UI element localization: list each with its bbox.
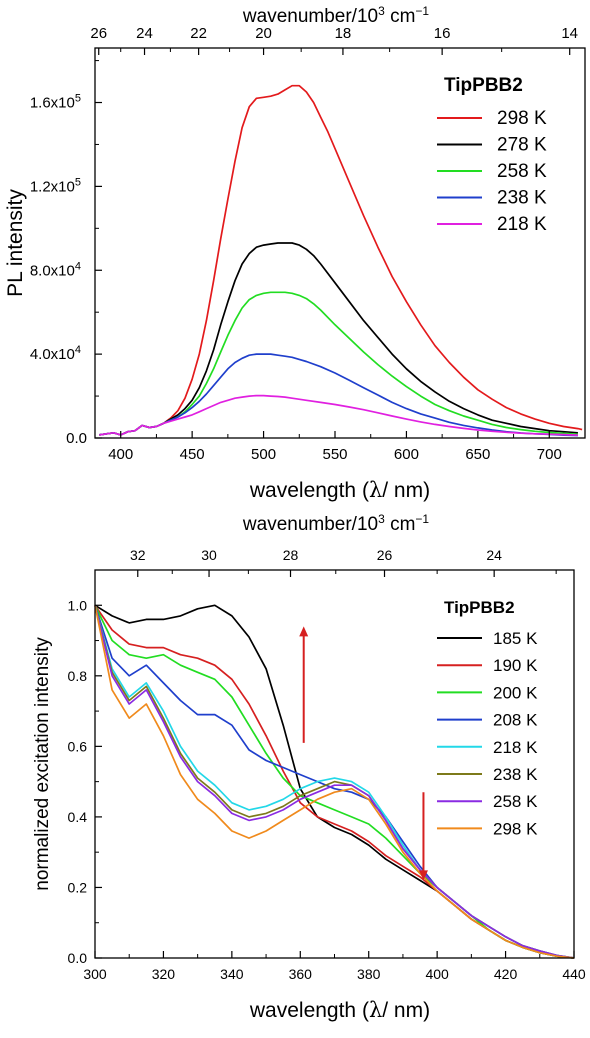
top-panel-y-axis-label: PL intensity <box>4 189 27 297</box>
top-panel-top-tick-label: 24 <box>136 25 153 42</box>
top-panel-x-ticks: 400 450 500 550 600 650 700 <box>108 431 562 463</box>
top-panel-top-tick-label: 16 <box>434 25 451 42</box>
pl-spectrum-chart: wavenumber/103 cm−1 26 24 22 20 18 16 14 400 45… <box>4 4 586 502</box>
top-panel-top-tick-label: 18 <box>335 25 352 42</box>
top-panel-y-tick-label: 1.6x105 <box>30 93 81 112</box>
top-panel-legend-label: 298 K <box>497 108 547 129</box>
top-panel-series-line <box>99 291 578 436</box>
bottom-panel-series-line <box>94 605 575 959</box>
bottom-panel-y-tick-label: 0.2 <box>68 879 88 895</box>
top-panel-y-tick-label: 8.0x104 <box>30 260 81 279</box>
top-panel-series-line <box>99 242 578 436</box>
bottom-panel-top-tick-label: 26 <box>377 547 393 563</box>
bottom-panel-top-tick-label: 32 <box>130 547 146 563</box>
bottom-panel-arrows <box>299 626 428 881</box>
bottom-panel-x-tick-label: 340 <box>220 966 244 982</box>
annotation-arrow-head <box>299 626 309 637</box>
bottom-panel-top-axis-label: wavenumber/103 cm−1 <box>242 512 430 535</box>
excitation-spectrum-chart: wavenumber/103 cm−1 32 30 28 26 24 300 320 340… <box>32 512 586 1022</box>
top-panel-top-tick-label: 14 <box>561 25 578 42</box>
top-panel-x-axis-label: wavelength (λ/ nm) <box>249 478 430 502</box>
top-panel-x-tick-label: 550 <box>322 446 347 463</box>
bottom-panel-x-tick-label: 320 <box>152 966 176 982</box>
top-panel-x-tick-label: 650 <box>465 446 490 463</box>
top-panel-series-line <box>99 394 578 436</box>
top-panel-top-tick-label: 22 <box>190 25 207 42</box>
top-panel-top-axis-label: wavenumber/103 cm−1 <box>242 4 430 27</box>
bottom-panel-legend-label: 190 K <box>493 656 538 675</box>
bottom-panel-legend-label: 218 K <box>493 738 538 757</box>
bottom-panel-y-tick-label: 0.8 <box>68 668 88 684</box>
bottom-panel-y-tick-label: 1.0 <box>68 597 88 613</box>
bottom-panel-legend-label: 258 K <box>493 792 538 811</box>
top-panel-x-tick-label: 450 <box>180 446 205 463</box>
bottom-panel-y-tick-label: 0.4 <box>68 809 88 825</box>
top-panel-legend: 298 K 278 K 258 K 238 K 218 K <box>437 108 547 235</box>
bottom-panel-x-tick-label: 300 <box>83 966 107 982</box>
top-panel-legend-label: 238 K <box>497 188 547 209</box>
top-panel-legend-label: 218 K <box>497 214 547 235</box>
bottom-panel-series-line <box>94 605 575 959</box>
bottom-panel-x-tick-label: 420 <box>494 966 518 982</box>
bottom-panel-legend-label: 238 K <box>493 765 538 784</box>
bottom-panel-y-tick-label: 0.0 <box>68 950 88 966</box>
bottom-panel-legend-label: 185 K <box>493 629 538 648</box>
top-panel-top-tick-label: 20 <box>255 25 272 42</box>
top-panel-y-tick-label: 0.0 <box>66 430 87 447</box>
bottom-panel-y-axis-label: normalized excitation intensity <box>32 637 53 891</box>
bottom-panel-top-tick-label: 24 <box>486 547 502 563</box>
top-panel-legend-title: TipPBB2 <box>444 75 523 96</box>
bottom-panel-legend-label: 298 K <box>493 819 538 838</box>
bottom-panel-legend-title: TipPBB2 <box>444 598 515 617</box>
bottom-panel-y-ticks: 0.0 0.2 0.4 0.6 0.8 1.0 <box>68 597 102 966</box>
bottom-panel-x-tick-label: 440 <box>562 966 586 982</box>
bottom-panel-y-tick-label: 0.6 <box>68 738 88 754</box>
bottom-panel-x-axis-label: wavelength (λ/ nm) <box>249 998 430 1022</box>
bottom-panel-legend: 185 K 190 K 200 K 208 K 218 K 238 K 258 K 298 K <box>437 629 538 838</box>
bottom-panel-series-lines <box>94 604 575 959</box>
top-panel-legend-label: 258 K <box>497 161 547 182</box>
top-panel-x-tick-label: 700 <box>537 446 562 463</box>
bottom-panel-top-tick-label: 28 <box>283 547 299 563</box>
top-panel-top-tick-label: 26 <box>90 25 107 42</box>
top-panel-plot-frame <box>94 47 586 439</box>
top-panel-x-tick-label: 400 <box>108 446 133 463</box>
top-panel-y-tick-label: 4.0x104 <box>30 344 81 363</box>
bottom-panel-x-tick-label: 360 <box>289 966 313 982</box>
bottom-panel-legend-label: 200 K <box>493 683 538 702</box>
top-panel-series-lines <box>99 84 583 437</box>
bottom-panel-x-ticks: 300 320 340 360 380 400 420 440 <box>83 951 586 982</box>
bottom-panel-wavenumber-ticks: 32 30 28 26 24 <box>130 547 557 577</box>
bottom-panel-x-tick-label: 380 <box>357 966 381 982</box>
top-panel-legend-label: 278 K <box>497 135 547 156</box>
annotation-arrow-head <box>418 870 428 881</box>
top-panel-wavenumber-ticks: 26 24 22 20 18 16 14 <box>90 25 578 55</box>
bottom-panel-top-tick-label: 30 <box>201 547 217 563</box>
bottom-panel-legend-label: 208 K <box>493 711 538 730</box>
top-panel-x-tick-label: 500 <box>251 446 276 463</box>
top-panel-x-tick-label: 600 <box>394 446 419 463</box>
bottom-panel-x-tick-label: 400 <box>425 966 449 982</box>
top-panel-y-tick-label: 1.2x105 <box>30 176 81 195</box>
top-panel-y-ticks: 0.0 4.0x104 8.0x104 1.2x105 1.6x105 <box>30 60 102 447</box>
